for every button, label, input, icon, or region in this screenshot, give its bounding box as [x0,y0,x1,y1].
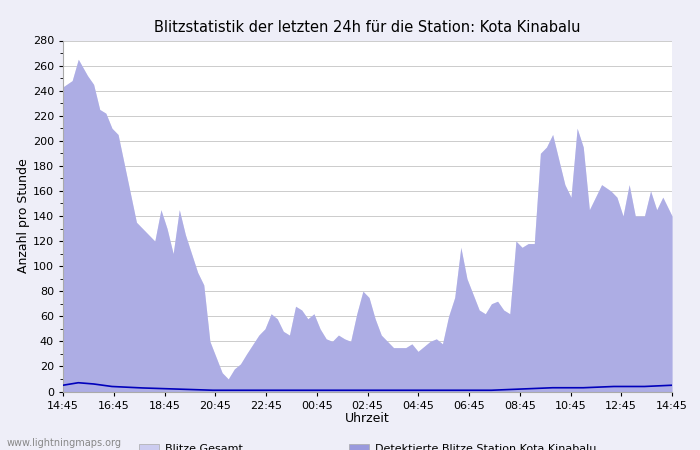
Title: Blitzstatistik der letzten 24h für die Station: Kota Kinabalu: Blitzstatistik der letzten 24h für die S… [154,20,581,35]
Text: www.lightningmaps.org: www.lightningmaps.org [7,438,122,448]
Y-axis label: Anzahl pro Stunde: Anzahl pro Stunde [17,159,30,273]
X-axis label: Uhrzeit: Uhrzeit [345,412,390,425]
Legend: Blitze Gesamt, Durchschnitt aller Stationen, Detektierte Blitze Station Kota Kin: Blitze Gesamt, Durchschnitt aller Statio… [134,439,601,450]
